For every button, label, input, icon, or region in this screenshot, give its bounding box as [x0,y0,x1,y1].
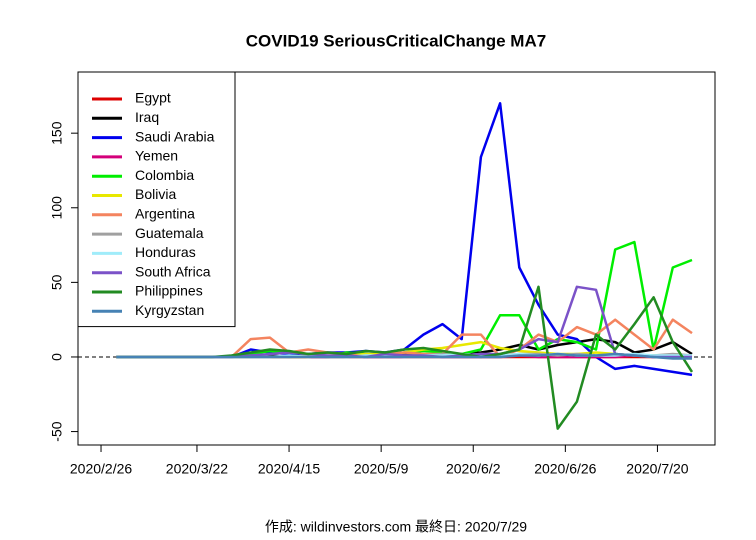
x-tick-label: 2020/6/2 [446,461,501,477]
x-tick-label: 2020/4/15 [258,461,320,477]
y-tick-label: 0 [49,353,65,361]
legend-label: Bolivia [135,186,176,202]
legend-label: South Africa [135,263,211,279]
x-tick-label: 2020/3/22 [166,461,228,477]
legend-label: Argentina [135,206,195,222]
legend-label: Iraq [135,109,159,125]
x-tick-label: 2020/5/9 [354,461,409,477]
y-tick-label: 50 [49,274,65,290]
x-tick-label: 2020/6/26 [534,461,596,477]
legend-box [77,71,236,328]
legend-label: Philippines [135,283,203,299]
legend-label: Colombia [135,167,194,183]
legend-label: Yemen [135,148,178,164]
footer: 作成: wildinvestors.com 最終日: 2020/7/29 [265,519,527,535]
x-tick-label: 2020/7/20 [626,461,688,477]
chart-title: COVID19 SeriousCriticalChange MA7 [246,31,546,50]
y-tick-label: 150 [49,121,65,145]
series-line [116,352,692,360]
x-tick-label: 2020/2/26 [70,461,132,477]
legend-label: Honduras [135,244,196,260]
legend-label: Kyrgyzstan [135,302,204,318]
y-tick-label: -50 [49,421,65,441]
legend-label: Saudi Arabia [135,128,215,144]
legend-label: Egypt [135,90,171,106]
y-tick-label: 100 [49,196,65,220]
legend-label: Guatemala [135,225,204,241]
